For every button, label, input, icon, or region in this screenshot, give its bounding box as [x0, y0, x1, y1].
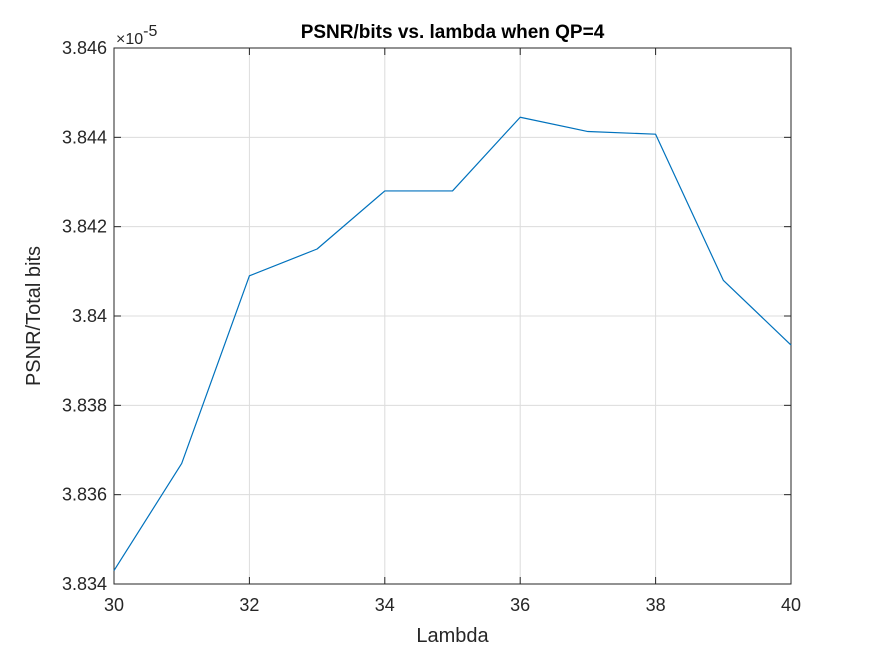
series-group	[113, 116, 792, 571]
series-line	[113, 116, 792, 571]
x-tick-label: 30	[104, 595, 124, 615]
y-exponent-base: ×10	[116, 31, 143, 48]
x-tick-label: 38	[646, 595, 666, 615]
chart-title: PSNR/bits vs. lambda when QP=4	[301, 22, 605, 43]
x-tick-labels: 30 32 34 36 38 40	[104, 595, 801, 615]
y-axis-exponent: ×10-5	[116, 23, 157, 48]
y-tick-label: 3.834	[62, 574, 107, 594]
y-axis-label: PSNR/Total bits	[23, 246, 45, 386]
y-tick-label: 3.844	[62, 127, 107, 147]
x-tick-label: 32	[239, 595, 259, 615]
y-tick-labels: 3.834 3.836 3.838 3.84 3.842 3.844 3.846	[62, 38, 107, 594]
axis-ticks	[113, 47, 792, 585]
y-exponent-power: -5	[143, 23, 157, 40]
x-tick-label: 40	[781, 595, 801, 615]
y-tick-label: 3.838	[62, 395, 107, 415]
y-tick-label: 3.842	[62, 217, 107, 237]
x-tick-label: 34	[375, 595, 395, 615]
y-tick-label: 3.836	[62, 485, 107, 505]
y-tick-label: 3.84	[72, 306, 107, 326]
x-tick-label: 36	[510, 595, 530, 615]
x-axis-label: Lambda	[416, 625, 489, 647]
y-tick-label: 3.846	[62, 38, 107, 58]
